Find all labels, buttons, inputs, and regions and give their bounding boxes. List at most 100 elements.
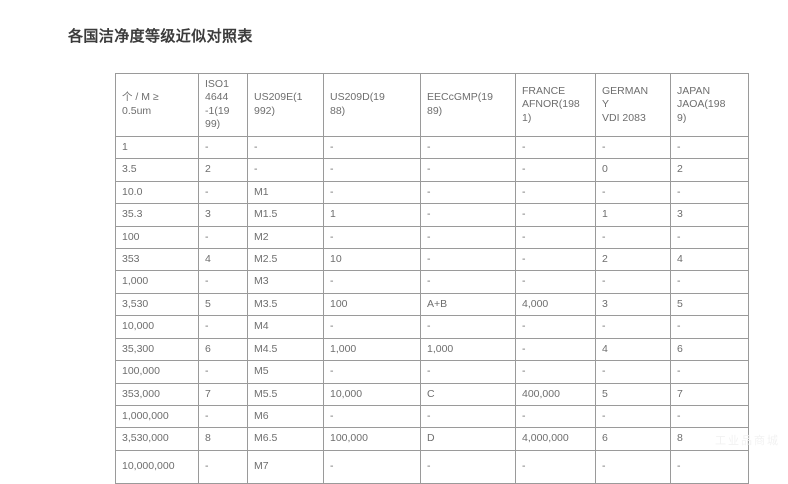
table-cell: - [670, 270, 749, 294]
table-cell: 6 [595, 427, 671, 451]
table-row: 353 4 M2.5 10- -2 4 [115, 247, 749, 272]
table-cell: - [198, 225, 248, 249]
column-header-1: ISO1 4644 -1(19 99) [198, 73, 248, 137]
table-cell: 2 [595, 247, 671, 272]
column-header-line: 1) [522, 111, 532, 124]
table-cell: 353,000 [115, 382, 199, 407]
table-cell: - [595, 135, 671, 160]
table-cell: - [420, 158, 516, 182]
column-header-5: FRANCE AFNOR(198 1) [515, 73, 596, 137]
table-cell: 400,000 [515, 382, 596, 407]
table-row: 353,000 7 M5.5 10,000 C 400,000 5 7 [115, 382, 749, 407]
table-cell: 6 [198, 337, 248, 362]
table-cell: - [420, 247, 516, 272]
table-cell: - [595, 225, 671, 249]
table-cell: M2.5 [247, 247, 324, 272]
table-cell: 35.3 [115, 203, 199, 227]
table-cell: - [595, 449, 671, 484]
table-cell: 10.0 [115, 180, 199, 205]
table-cell: - [670, 135, 749, 160]
table-cell: - [323, 158, 421, 182]
table-cell: D [420, 427, 516, 451]
table-cell: - [595, 270, 671, 294]
cleanroom-class-comparison-table: 个 / M ≥0.5um ISO1 4644 -1(19 99) US209E(1 992)… [115, 73, 749, 484]
table-cell: 6 [670, 337, 749, 362]
table-row: 100- M2- - - - - [115, 225, 749, 249]
column-header-line: 0.5um [122, 104, 152, 117]
table-cell: 7 [670, 382, 749, 407]
table-cell: - [515, 404, 596, 429]
table-cell: 10 [323, 247, 421, 272]
column-header-line: VDI 2083 [602, 111, 646, 124]
table-cell: - [515, 225, 596, 249]
table-row: 35.3 3 M1.5 1- -1 3 [115, 203, 749, 227]
table-row: 10,000- M4- - - - - [115, 315, 749, 339]
table-cell: - [198, 135, 248, 160]
table-cell: 5 [198, 292, 248, 317]
table-cell: - [515, 180, 596, 205]
table-cell: M7 [247, 449, 324, 484]
table-cell: 4,000 [515, 292, 596, 317]
column-header-line: AFNOR(198 [522, 98, 580, 111]
table-row: 1,000,000- M6- - - - - [115, 404, 749, 429]
table-cell: M1 [247, 180, 324, 205]
table-cell: - [323, 270, 421, 294]
table-cell: M4 [247, 315, 324, 339]
table-cell: - [595, 404, 671, 429]
table-cell: - [515, 247, 596, 272]
table-row: 3.5 2- - - -0 2 [115, 158, 749, 182]
table-row: 100,000- M5- - - - - [115, 360, 749, 384]
table-cell: - [515, 315, 596, 339]
table-cell: 8 [198, 427, 248, 451]
table-row: 10,000,000- M7- - - - - [115, 449, 749, 484]
table-row: 3,530,000 8 M6.5 100,000 D 4,000,000 6 8 [115, 427, 749, 451]
table-cell: - [515, 135, 596, 160]
watermark: 工业品商城 [715, 435, 780, 447]
table-cell: - [420, 449, 516, 484]
table-cell: - [420, 180, 516, 205]
column-header-line: JAPAN [677, 84, 711, 97]
page-title: 各国洁净度等级近似对照表 [68, 28, 253, 45]
table-cell: - [198, 180, 248, 205]
column-header-line: 99) [205, 118, 221, 131]
table-cell: M3.5 [247, 292, 324, 317]
table-cell: 100,000 [115, 360, 199, 384]
table-cell: - [595, 315, 671, 339]
table-cell: - [323, 449, 421, 484]
table-cell: - [323, 225, 421, 249]
comparison-table-container: 个 / M ≥0.5um ISO1 4644 -1(19 99) US209E(1 992)… [115, 73, 749, 484]
table-row: 1------- [115, 135, 749, 160]
table-cell: - [670, 360, 749, 384]
table-cell: M5.5 [247, 382, 324, 407]
table-cell: 4,000,000 [515, 427, 596, 451]
table-cell: - [323, 404, 421, 429]
table-cell: 4 [670, 247, 749, 272]
column-header-line: ISO1 [205, 78, 229, 90]
column-header-line: 89) [427, 104, 443, 117]
table-cell: 3 [670, 203, 749, 227]
table-cell: - [515, 337, 596, 362]
table-body: 1- - - - - - -3.5 2- - - -0 2 10.0- M1- - - - -35.3 3 M1.5 1… [115, 135, 749, 484]
table-cell: M6 [247, 404, 324, 429]
table-cell: - [198, 315, 248, 339]
table-cell: - [595, 360, 671, 384]
table-cell: - [515, 449, 596, 484]
table-cell: 10,000 [115, 315, 199, 339]
table-cell: 5 [670, 292, 749, 317]
table-cell: - [420, 203, 516, 227]
table-cell: - [198, 360, 248, 384]
table-cell: 3 [595, 292, 671, 317]
table-cell: - [420, 404, 516, 429]
column-header-line: FRANCE [522, 84, 566, 97]
column-header-3: US209D(19 88) [323, 73, 421, 137]
table-cell: - [323, 360, 421, 384]
table-row: 1,000- M3- - - - - [115, 270, 749, 294]
column-header-6: GERMAN Y VDI 2083 [595, 73, 671, 137]
column-header-0: 个 / M ≥0.5um [115, 73, 199, 137]
table-cell: 1,000,000 [115, 404, 199, 429]
table-cell: - [198, 404, 248, 429]
table-cell: - [515, 158, 596, 182]
table-cell: 4 [595, 337, 671, 362]
table-cell: - [198, 449, 248, 484]
table-cell: - [420, 270, 516, 294]
